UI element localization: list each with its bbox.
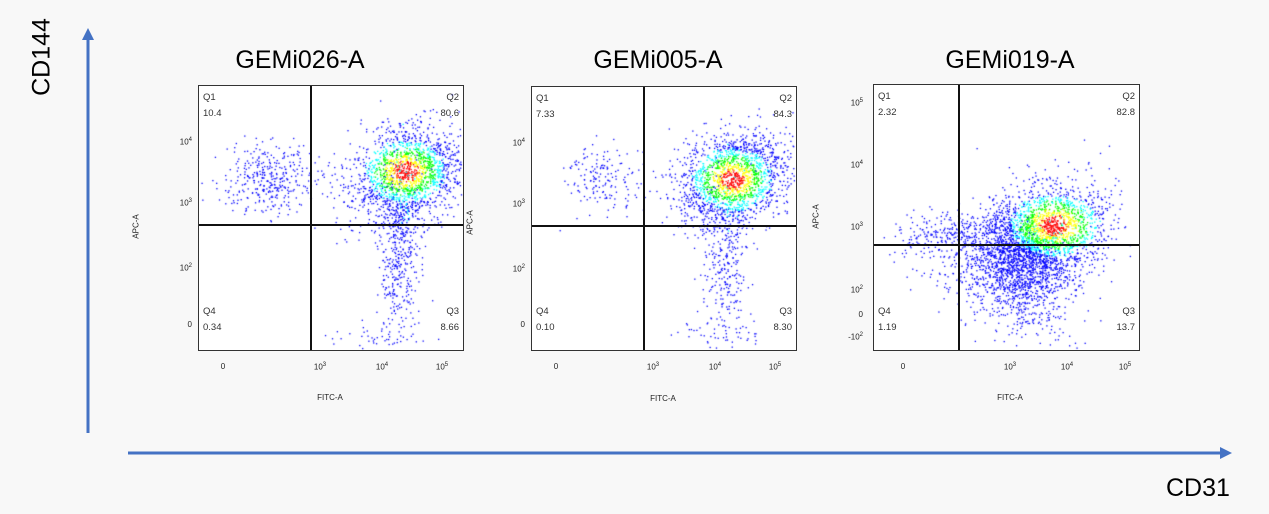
x-axis-label: FITC-A [317, 393, 343, 402]
y-tick-10e2: 102 [179, 263, 192, 273]
panel-gemi026: GEMi026-A Q1 10.4 Q2 80.6 Q3 8.66 Q4 0.34 10… [130, 40, 470, 410]
q1-label: Q1 7.33 [536, 93, 555, 120]
scatter-canvas [874, 85, 1139, 350]
q3-label: Q3 8.30 [773, 306, 793, 333]
panel-gemi005: GEMi005-A Q1 7.33 Q2 84.3 Q3 8.30 Q4 0.10 10… [463, 40, 803, 410]
gate-vertical [958, 85, 960, 350]
q4-label: Q4 0.34 [203, 306, 222, 333]
y-tick-0: 0 [520, 320, 525, 329]
dot-plot: Q1 2.32 Q2 82.8 Q3 13.7 Q4 1.19 [873, 84, 1140, 351]
panel-gemi019: GEMi019-A Q1 2.32 Q2 82.8 Q3 13.7 Q4 1.19 10… [805, 40, 1145, 410]
q2-label: Q2 82.8 [1116, 91, 1136, 118]
q2-label: Q2 84.3 [773, 93, 793, 120]
x-arrow-head-icon [1220, 447, 1232, 459]
y-axis-label: APC-A [465, 210, 475, 235]
x-tick-10e4: 104 [375, 362, 389, 372]
x-tick-10e3: 103 [646, 362, 660, 372]
x-tick-0: 0 [900, 362, 906, 371]
x-tick-10e5: 105 [435, 362, 449, 372]
gate-horizontal [199, 224, 463, 226]
q3-label: Q3 8.66 [440, 306, 460, 333]
scatter-canvas [199, 86, 463, 350]
q4-label: Q4 0.10 [536, 306, 555, 333]
y-tick-10e4: 104 [512, 138, 525, 148]
y-tick-10e3: 103 [850, 222, 863, 232]
y-tick-10e2: 102 [512, 264, 525, 274]
y-axis-label: APC-A [131, 214, 141, 239]
panel-title: GEMi005-A [593, 46, 723, 74]
y-tick-10e4: 104 [850, 160, 863, 170]
x-tick-0: 0 [220, 362, 226, 371]
y-tick-10e4: 104 [179, 137, 192, 147]
y-arrow-head-icon [82, 28, 94, 40]
scatter-canvas [532, 87, 796, 350]
x-axis-label: FITC-A [997, 393, 1023, 402]
cd144-label: CD144 [27, 18, 56, 96]
y-tick-neg-10e2: -102 [848, 332, 863, 342]
y-tick-10e2: 102 [850, 285, 863, 295]
y-tick-0: 0 [187, 320, 192, 329]
q1-label: Q1 10.4 [203, 92, 222, 119]
panel-title: GEMi026-A [235, 46, 365, 74]
gate-vertical [643, 87, 645, 350]
dot-plot: Q1 10.4 Q2 80.6 Q3 8.66 Q4 0.34 [198, 85, 464, 351]
q2-label: Q2 80.6 [440, 92, 460, 119]
q3-label: Q3 13.7 [1116, 306, 1136, 333]
panel-title: GEMi019-A [945, 46, 1075, 74]
gate-horizontal [874, 244, 1139, 246]
dot-plot: Q1 7.33 Q2 84.3 Q3 8.30 Q4 0.10 [531, 86, 797, 351]
x-tick-10e3: 103 [1003, 362, 1017, 372]
x-tick-10e4: 104 [1060, 362, 1074, 372]
x-tick-10e3: 103 [313, 362, 327, 372]
x-tick-10e5: 105 [768, 362, 782, 372]
outer-x-axis-label: CD31 [1166, 474, 1230, 502]
x-axis-label: FITC-A [650, 394, 676, 403]
y-tick-0: 0 [858, 310, 863, 319]
q1-label: Q1 2.32 [878, 91, 897, 118]
y-axis-label: APC-A [811, 204, 821, 229]
gate-vertical [310, 86, 312, 350]
gate-horizontal [532, 225, 796, 227]
x-tick-10e5: 105 [1118, 362, 1132, 372]
y-tick-10e5: 105 [850, 98, 863, 108]
q4-label: Q4 1.19 [878, 306, 897, 333]
y-tick-10e3: 103 [512, 199, 525, 209]
y-tick-10e3: 103 [179, 198, 192, 208]
x-tick-10e4: 104 [708, 362, 722, 372]
outer-y-axis-label: CD144 [22, 18, 62, 96]
x-tick-0: 0 [553, 362, 559, 371]
